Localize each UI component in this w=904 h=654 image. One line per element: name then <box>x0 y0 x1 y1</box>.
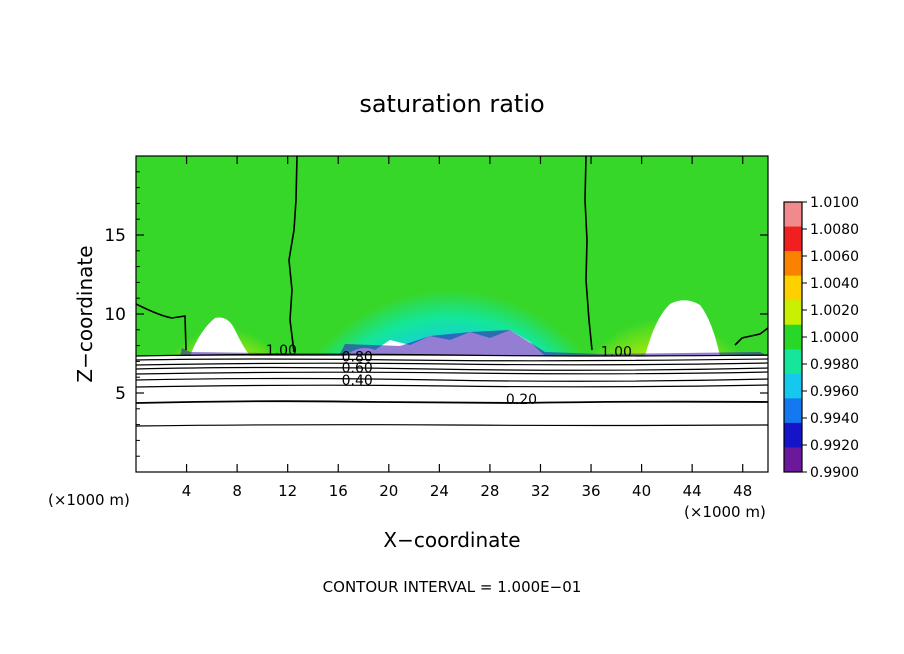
x-tick-label: 40 <box>632 482 651 500</box>
contour-label: 1.00 <box>266 343 297 359</box>
colorbar-tick-label: 1.0080 <box>810 222 859 238</box>
colorbar-swatch <box>784 202 802 228</box>
chart-title: saturation ratio <box>359 90 544 118</box>
x-unit-left: (×1000 m) <box>48 491 130 509</box>
x-tick-label: 32 <box>531 482 550 500</box>
colorbar-swatch <box>784 251 802 277</box>
contour-line <box>136 371 768 375</box>
contour-line <box>136 377 768 382</box>
cloud-base-band <box>180 330 768 356</box>
contour-label: 0.40 <box>342 373 373 389</box>
x-tick-label: 4 <box>182 482 192 500</box>
colorbar-tick-label: 0.9940 <box>810 411 859 427</box>
x-tick-label: 28 <box>480 482 499 500</box>
colorbar-tick-label: 0.9960 <box>810 384 859 400</box>
contour-label: 0.80 <box>342 349 373 365</box>
y-tick-label: 5 <box>115 384 126 404</box>
heatmap-field <box>136 156 768 472</box>
colorbar-swatch <box>784 422 802 448</box>
contour-line <box>136 400 768 404</box>
x-tick-label: 24 <box>430 482 449 500</box>
colorbar-tick-label: 1.0040 <box>810 276 859 292</box>
colorbar-swatch <box>784 275 802 301</box>
colorbar-swatch <box>784 373 802 399</box>
contour-1-00-right-vertical <box>584 156 593 351</box>
field-lower-region <box>136 356 768 472</box>
x-unit-right: (×1000 m) <box>684 503 766 521</box>
y-axis-ticks: 5 10 15 <box>104 171 768 457</box>
contour-interval-note: CONTOUR INTERVAL = 1.000E−01 <box>323 578 582 596</box>
contour-label: 1.00 <box>601 345 632 361</box>
contour-line <box>136 362 768 366</box>
contour-lines-lower <box>136 353 768 427</box>
colorbar-swatch <box>784 447 802 473</box>
x-tick-label: 48 <box>733 482 752 500</box>
contour-1-00-right-edge <box>734 327 768 346</box>
contour-label: 0.20 <box>506 392 537 408</box>
colorbar-swatch <box>784 349 802 375</box>
y-axis-label: Z−coordinate <box>73 245 97 382</box>
y-tick-label: 10 <box>104 305 126 325</box>
contour-lines-upper <box>136 156 768 353</box>
colorbar-swatch <box>784 226 802 252</box>
x-axis-ticks: 4 8 12 16 20 24 28 32 36 40 44 48 <box>182 156 752 500</box>
x-tick-label: 36 <box>581 482 600 500</box>
colorbar-tick-label: 1.0100 <box>810 195 859 211</box>
x-tick-label: 16 <box>329 482 348 500</box>
contour-line <box>136 384 768 388</box>
contour-line <box>136 424 768 427</box>
colorbar-tick-label: 0.9920 <box>810 438 859 454</box>
colorbar: 1.0100 1.0080 1.0060 1.0040 1.0020 1.0000 0.99… <box>783 195 859 481</box>
colorbar-tick-label: 1.0000 <box>810 330 859 346</box>
x-tick-label: 44 <box>683 482 702 500</box>
x-axis-label: X−coordinate <box>383 528 520 552</box>
contour-label: 0.60 <box>342 360 373 376</box>
colorbar-tick-label: 0.9980 <box>810 357 859 373</box>
colorbar-tick-label: 1.0020 <box>810 303 859 319</box>
colorbar-tick-label: 1.0060 <box>810 249 859 265</box>
white-region-left <box>190 317 250 356</box>
x-tick-label: 20 <box>379 482 398 500</box>
colorbar-swatch <box>784 398 802 424</box>
contour-labels: 1.00 0.800.600.40 0.20 1.00 <box>266 343 632 408</box>
contour-line <box>136 366 768 371</box>
contour-line <box>136 358 768 362</box>
contour-1-00-left-edge <box>136 303 187 351</box>
colorbar-tick-label: 0.9900 <box>810 465 859 481</box>
x-tick-label: 8 <box>232 482 242 500</box>
colorbar-swatch <box>784 324 802 350</box>
y-tick-label: 15 <box>104 226 126 246</box>
colorbar-swatch <box>784 300 802 326</box>
x-tick-label: 12 <box>278 482 297 500</box>
contour-line <box>136 353 768 357</box>
white-region-right <box>645 300 720 356</box>
contour-1-00-left-vertical <box>288 156 298 353</box>
